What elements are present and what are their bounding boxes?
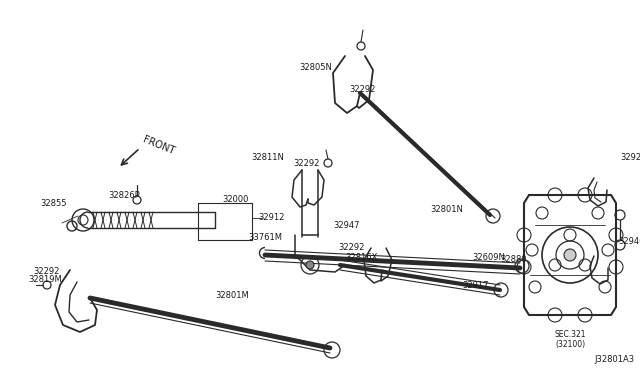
Text: 32801M: 32801M xyxy=(215,291,249,299)
Text: FRONT: FRONT xyxy=(141,134,176,156)
Text: 32801N: 32801N xyxy=(430,205,463,215)
Text: 32609N: 32609N xyxy=(472,253,505,263)
Circle shape xyxy=(306,261,314,269)
Text: 32819M: 32819M xyxy=(28,276,61,285)
Text: 32826P: 32826P xyxy=(108,192,140,201)
Text: 33761M: 33761M xyxy=(248,234,282,243)
Text: 32855: 32855 xyxy=(40,199,67,208)
Text: 32811N: 32811N xyxy=(251,153,284,161)
Text: SEC.321
(32100): SEC.321 (32100) xyxy=(554,330,586,349)
Circle shape xyxy=(564,249,576,261)
Text: 32292: 32292 xyxy=(338,244,364,253)
Text: 32912: 32912 xyxy=(258,214,284,222)
Text: 32292: 32292 xyxy=(293,158,319,167)
Text: J32801A3: J32801A3 xyxy=(595,356,635,365)
Text: 32816X: 32816X xyxy=(345,253,378,263)
Text: 32000: 32000 xyxy=(222,196,248,205)
Text: 32292: 32292 xyxy=(349,86,376,94)
Text: 32946: 32946 xyxy=(618,237,640,247)
Text: 32292: 32292 xyxy=(33,267,60,276)
Text: 32917: 32917 xyxy=(462,280,488,289)
Text: 32922R: 32922R xyxy=(620,154,640,163)
Text: 32880: 32880 xyxy=(500,256,527,264)
Text: 32805N: 32805N xyxy=(299,64,332,73)
Text: 32947: 32947 xyxy=(333,221,360,230)
